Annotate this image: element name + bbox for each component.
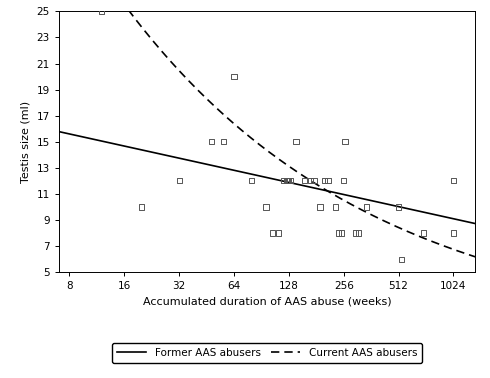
Point: [335, 230, 343, 236]
Point: [286, 178, 294, 184]
Point: [331, 204, 339, 210]
Point: [310, 178, 318, 184]
Point: [320, 178, 328, 184]
Point: [269, 230, 276, 236]
Point: [300, 178, 308, 184]
Point: [175, 178, 183, 184]
Former AAS abusers: [359, 196, 365, 201]
Point: [248, 178, 256, 184]
Point: [230, 74, 238, 80]
Point: [320, 178, 328, 184]
Point: [324, 178, 332, 184]
Point: [362, 204, 370, 210]
Former AAS abusers: [472, 221, 478, 226]
Point: [340, 178, 347, 184]
Point: [362, 204, 370, 210]
Point: [280, 178, 288, 184]
Current AAS abusers: [123, 5, 129, 9]
X-axis label: Accumulated duration of AAS abuse (weeks): Accumulated duration of AAS abuse (weeks…: [143, 297, 392, 307]
Point: [355, 230, 363, 236]
Point: [306, 178, 314, 184]
Current AAS abusers: [472, 254, 478, 259]
Point: [280, 178, 288, 184]
Point: [316, 204, 324, 210]
Point: [138, 204, 146, 210]
Current AAS abusers: [362, 209, 368, 214]
Point: [419, 230, 427, 236]
Point: [98, 8, 105, 14]
Former AAS abusers: [221, 166, 227, 170]
Point: [292, 139, 300, 145]
Point: [449, 230, 457, 236]
Point: [341, 139, 349, 145]
Point: [286, 178, 294, 184]
Point: [397, 256, 405, 262]
Current AAS abusers: [364, 210, 370, 215]
Point: [230, 74, 238, 80]
Point: [449, 230, 457, 236]
Legend: Former AAS abusers, Current AAS abusers: Former AAS abusers, Current AAS abusers: [112, 342, 422, 363]
Former AAS abusers: [192, 159, 197, 164]
Point: [316, 204, 324, 210]
Point: [207, 139, 215, 145]
Point: [274, 230, 282, 236]
Point: [284, 178, 292, 184]
Former AAS abusers: [56, 129, 62, 134]
Point: [248, 178, 256, 184]
Point: [324, 178, 332, 184]
Point: [338, 230, 346, 236]
Point: [175, 178, 183, 184]
Point: [355, 230, 363, 236]
Point: [331, 204, 339, 210]
Former AAS abusers: [357, 196, 363, 200]
Point: [262, 204, 270, 210]
Point: [284, 178, 292, 184]
Former AAS abusers: [318, 187, 324, 192]
Line: Current AAS abusers: Current AAS abusers: [79, 0, 475, 257]
Point: [269, 230, 276, 236]
Point: [338, 230, 346, 236]
Point: [220, 139, 227, 145]
Current AAS abusers: [233, 123, 239, 127]
Point: [419, 230, 427, 236]
Point: [285, 178, 293, 184]
Point: [262, 204, 270, 210]
Point: [341, 139, 349, 145]
Point: [138, 204, 146, 210]
Point: [449, 178, 457, 184]
Y-axis label: Testis size (ml): Testis size (ml): [21, 101, 31, 183]
Point: [394, 204, 402, 210]
Point: [274, 230, 282, 236]
Point: [207, 139, 215, 145]
Point: [292, 139, 300, 145]
Point: [306, 178, 314, 184]
Point: [449, 178, 457, 184]
Point: [310, 178, 318, 184]
Current AAS abusers: [325, 189, 331, 194]
Current AAS abusers: [205, 98, 211, 102]
Point: [300, 178, 308, 184]
Point: [397, 256, 405, 262]
Point: [340, 178, 347, 184]
Point: [335, 230, 343, 236]
Point: [282, 178, 290, 184]
Point: [220, 139, 227, 145]
Point: [394, 204, 402, 210]
Point: [98, 8, 105, 14]
Point: [351, 230, 359, 236]
Point: [285, 178, 293, 184]
Point: [351, 230, 359, 236]
Point: [282, 178, 290, 184]
Line: Former AAS abusers: Former AAS abusers: [59, 132, 475, 223]
Former AAS abusers: [106, 140, 112, 145]
